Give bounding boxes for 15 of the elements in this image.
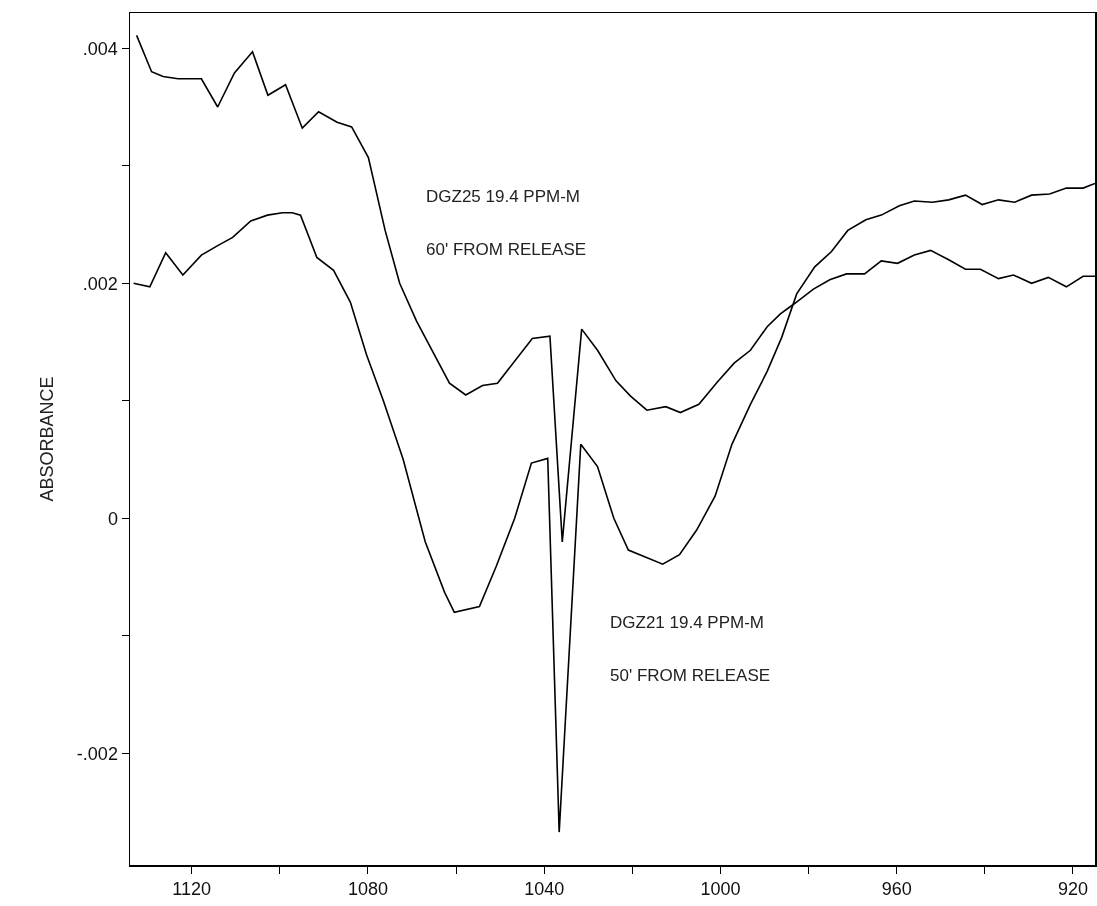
y-tick-label: .004 xyxy=(82,38,118,59)
x-tick-label: 1040 xyxy=(524,879,565,900)
annotation: DGZ25 19.4 PPM-M xyxy=(426,187,580,206)
x-tick-label: 1000 xyxy=(700,879,741,900)
x-tick-label: 1080 xyxy=(347,879,388,900)
annotation: DGZ21 19.4 PPM-M xyxy=(610,613,764,632)
x-tick-label: 960 xyxy=(881,879,912,900)
y-tick-label: 0 xyxy=(107,508,118,529)
y-axis-title: ABSORBANCE xyxy=(37,376,58,502)
y-tick-label: .002 xyxy=(82,273,118,294)
annotation: 60' FROM RELEASE xyxy=(426,240,587,259)
y-tick-label: -.002 xyxy=(76,743,118,764)
annotation: 50' FROM RELEASE xyxy=(610,666,771,685)
x-tick-label: 1120 xyxy=(172,879,212,900)
x-tick-label: 920 xyxy=(1057,879,1088,900)
